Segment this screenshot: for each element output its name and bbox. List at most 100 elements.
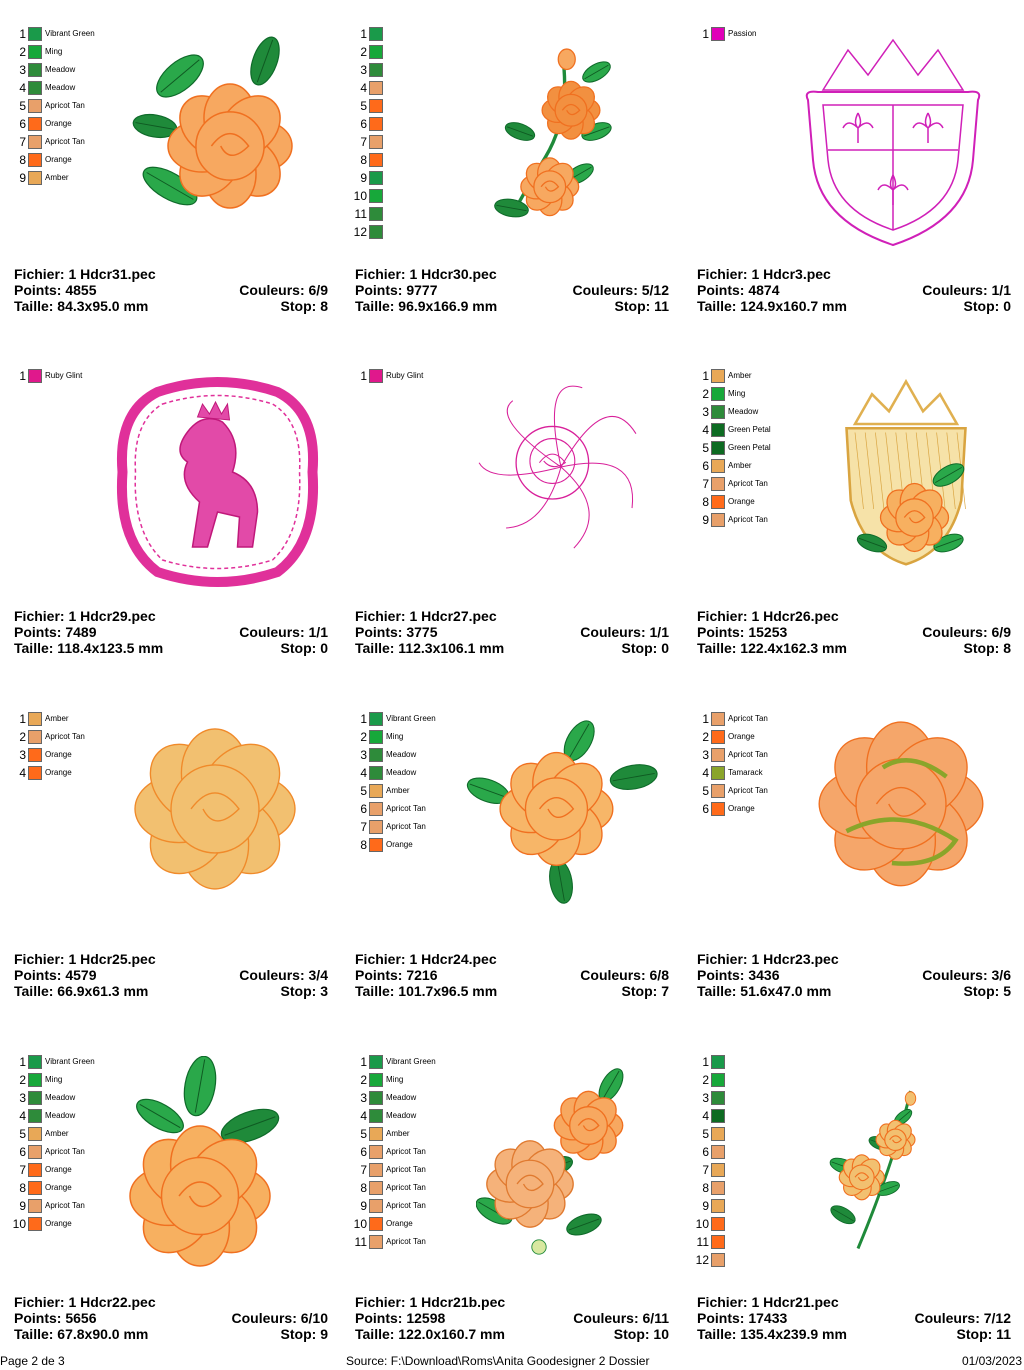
design-card: 1 Vibrant Green 2 Ming 3 Meadow 4 Meadow 5 Amber 6… [0,1036,330,1342]
legend-number: 2 [19,730,26,744]
color-swatch [369,63,383,77]
design-info: Fichier: 1 Hdcr31.pec Points: 4855 Couleur… [14,266,328,314]
color-swatch [369,225,383,239]
legend-color-name: Apricot Tan [45,732,85,741]
legend-color-name: Apricot Tan [45,1201,85,1210]
legend-number: 3 [702,748,709,762]
legend-color-name: Vibrant Green [45,29,95,38]
color-count: Couleurs: 1/1 [580,624,669,640]
legend-number: 1 [702,712,709,726]
stop-count: Stop: 0 [963,298,1011,314]
legend-number: 1 [360,27,367,41]
legend-number: 1 [19,1055,26,1069]
color-count: Couleurs: 7/12 [914,1310,1011,1326]
color-swatch [711,423,725,437]
legend-number: 4 [702,423,709,437]
legend-color-name: Apricot Tan [386,822,426,831]
legend-number: 1 [360,1055,367,1069]
stitch-points: Points: 3436 [697,967,780,983]
color-swatch [711,1199,725,1213]
legend-number: 7 [19,1163,26,1177]
file-name: Fichier: 1 Hdcr22.pec [14,1294,156,1310]
color-swatch [369,1055,383,1069]
design-info: Fichier: 1 Hdcr23.pec Points: 3436 Couleur… [697,951,1011,999]
legend-number: 5 [360,99,367,113]
color-swatch [28,1217,42,1231]
legend-color-name: Apricot Tan [728,714,768,723]
color-swatch [369,189,383,203]
embroidery-design-preview [829,1090,917,1250]
legend-color-name: Amber [45,714,69,723]
stitch-points: Points: 12598 [355,1310,446,1326]
design-card: 1 Amber 2 Ming 3 Meadow 4 Green Petal 5 Green Pet… [683,350,1013,656]
legend-number: 8 [702,495,709,509]
legend-number: 12 [695,1253,709,1267]
color-swatch [28,63,42,77]
legend-color-name: Meadow [45,65,76,74]
legend-number: 2 [19,45,26,59]
design-size: Taille: 66.9x61.3 mm [14,983,149,999]
legend-number: 7 [702,1163,709,1177]
legend-color-name: Apricot Tan [728,750,768,759]
stitch-points: Points: 15253 [697,624,788,640]
legend-color-name: Orange [45,768,72,777]
legend-number: 1 [360,712,367,726]
design-info: Fichier: 1 Hdcr3.pec Points: 4874 Couleurs… [697,266,1011,314]
legend-color-name: Apricot Tan [386,1237,426,1246]
legend-number: 8 [360,838,367,852]
stop-count: Stop: 11 [614,298,669,314]
legend-number: 3 [19,1091,26,1105]
legend-number: 4 [360,1109,367,1123]
legend-color-name: Amber [386,786,410,795]
stitch-points: Points: 4874 [697,282,780,298]
file-name: Fichier: 1 Hdcr21b.pec [355,1294,506,1310]
color-swatch [711,1055,725,1069]
color-swatch [28,1055,42,1069]
color-swatch [369,1109,383,1123]
legend-number: 6 [702,802,709,816]
legend-number: 9 [19,1199,26,1213]
color-swatch [369,802,383,816]
design-info: Fichier: 1 Hdcr22.pec Points: 5656 Couleur… [14,1294,328,1342]
legend-number: 11 [354,1235,367,1249]
design-info: Fichier: 1 Hdcr26.pec Points: 15253 Couleu… [697,608,1011,656]
design-info: Fichier: 1 Hdcr29.pec Points: 7489 Couleur… [14,608,328,656]
color-swatch [28,712,42,726]
color-swatch [28,171,42,185]
legend-number: 5 [360,784,367,798]
legend-color-name: Apricot Tan [386,1165,426,1174]
color-swatch [369,135,383,149]
design-size: Taille: 124.9x160.7 mm [697,298,847,314]
embroidery-design-preview [845,378,967,566]
legend-color-name: Orange [45,1219,72,1228]
legend-number: 1 [19,369,26,383]
color-swatch [711,1127,725,1141]
legend-number: 3 [19,748,26,762]
color-count: Couleurs: 3/6 [922,967,1011,983]
legend-number: 9 [702,513,709,527]
file-name: Fichier: 1 Hdcr3.pec [697,266,831,282]
legend-number: 9 [360,1199,367,1213]
file-name: Fichier: 1 Hdcr26.pec [697,608,839,624]
stitch-points: Points: 5656 [14,1310,97,1326]
legend-number: 12 [353,225,367,239]
color-swatch [369,1217,383,1231]
color-swatch [369,712,383,726]
legend-color-name: Apricot Tan [45,137,85,146]
legend-number: 3 [360,63,367,77]
legend-color-name: Orange [728,497,755,506]
color-swatch [711,1217,725,1231]
design-size: Taille: 112.3x106.1 mm [355,640,505,656]
legend-number: 4 [702,766,709,780]
color-swatch [711,766,725,780]
legend-color-name: Ruby Glint [45,371,83,380]
legend-color-name: Apricot Tan [386,1201,426,1210]
color-swatch [28,766,42,780]
legend-number: 1 [19,27,26,41]
legend-color-name: Meadow [45,83,76,92]
legend-number: 10 [695,1217,709,1231]
legend-color-name: Orange [45,750,72,759]
legend-number: 6 [702,459,709,473]
legend-color-name: Apricot Tan [45,1147,85,1156]
color-count: Couleurs: 3/4 [239,967,328,983]
